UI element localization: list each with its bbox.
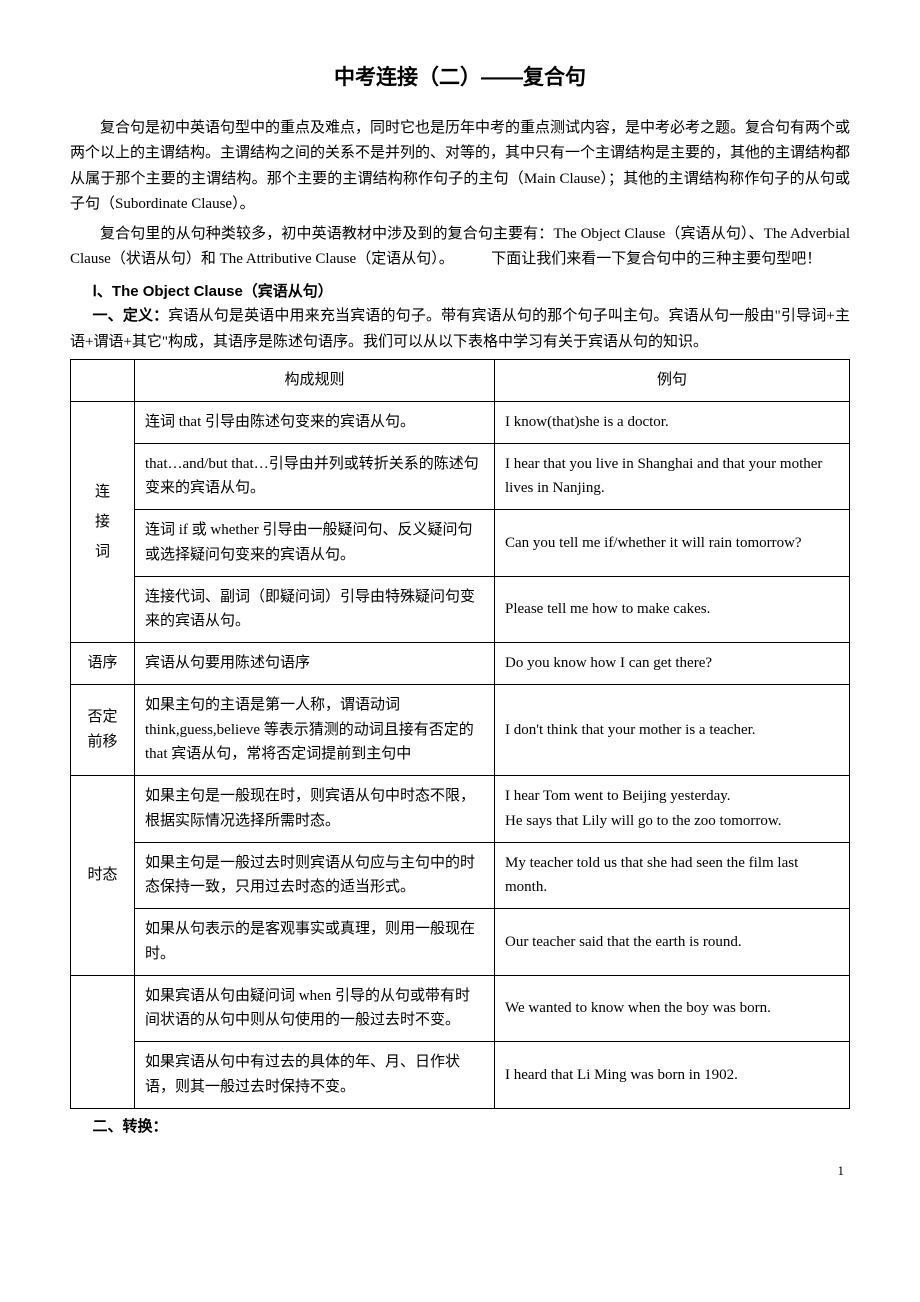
header-blank xyxy=(71,360,135,402)
rule-cell: 连词 that 引导由陈述句变来的宾语从句。 xyxy=(135,401,495,443)
table-row: 构成规则 例句 xyxy=(71,360,850,402)
header-rule: 构成规则 xyxy=(135,360,495,402)
category-order: 语序 xyxy=(71,643,135,685)
category-conjunction: 连 接 词 xyxy=(71,401,135,642)
table-row: 连 接 词 连词 that 引导由陈述句变来的宾语从句。 I know(that… xyxy=(71,401,850,443)
section-1-heading: Ⅰ、The Object Clause（宾语从句） xyxy=(70,279,850,305)
rule-cell: 如果宾语从句由疑问词 when 引导的从句或带有时间状语的从句中则从句使用的一般… xyxy=(135,975,495,1042)
cat-char: 词 xyxy=(81,537,124,567)
section-1-label: Ⅰ、The Object Clause（宾语从句） xyxy=(93,283,333,300)
rule-cell: 连接代词、副词（即疑问词）引导由特殊疑问句变来的宾语从句。 xyxy=(135,576,495,643)
rule-cell: 如果宾语从句中有过去的具体的年、月、日作状语，则其一般过去时保持不变。 xyxy=(135,1042,495,1109)
example-cell: We wanted to know when the boy was born. xyxy=(495,975,850,1042)
rule-cell: 如果主句的主语是第一人称，谓语动词think,guess,believe 等表示… xyxy=(135,684,495,775)
intro-paragraph-1: 复合句是初中英语句型中的重点及难点，同时它也是历年中考的重点测试内容，是中考必考… xyxy=(70,116,850,218)
example-cell: My teacher told us that she had seen the… xyxy=(495,842,850,909)
example-cell: I heard that Li Ming was born in 1902. xyxy=(495,1042,850,1109)
rule-cell: 连词 if 或 whether 引导由一般疑问句、反义疑问句或选择疑问句变来的宾… xyxy=(135,510,495,577)
rule-cell: 如果从句表示的是客观事实或真理，则用一般现在时。 xyxy=(135,909,495,976)
table-row: 如果宾语从句由疑问词 when 引导的从句或带有时间状语的从句中则从句使用的一般… xyxy=(71,975,850,1042)
table-row: 连接代词、副词（即疑问词）引导由特殊疑问句变来的宾语从句。 Please tel… xyxy=(71,576,850,643)
grammar-table: 构成规则 例句 连 接 词 连词 that 引导由陈述句变来的宾语从句。 I k… xyxy=(70,359,850,1109)
table-row: 如果宾语从句中有过去的具体的年、月、日作状语，则其一般过去时保持不变。 I he… xyxy=(71,1042,850,1109)
definition-line: 一、定义：宾语从句是英语中用来充当宾语的句子。带有宾语从句的那个句子叫主句。宾语… xyxy=(70,304,850,355)
category-blank xyxy=(71,975,135,1108)
section-2-heading: 二、转换： xyxy=(70,1115,850,1141)
rule-cell: 宾语从句要用陈述句语序 xyxy=(135,643,495,685)
category-tense: 时态 xyxy=(71,776,135,976)
example-cell: I hear Tom went to Beijing yesterday. He… xyxy=(495,776,850,843)
table-row: 如果主句是一般过去时则宾语从句应与主句中的时态保持一致，只用过去时态的适当形式。… xyxy=(71,842,850,909)
definition-label: 一、定义： xyxy=(93,308,169,324)
rule-cell: that…and/but that…引导由并列或转折关系的陈述句变来的宾语从句。 xyxy=(135,443,495,510)
definition-text: 宾语从句是英语中用来充当宾语的句子。带有宾语从句的那个句子叫主句。宾语从句一般由… xyxy=(70,308,850,350)
table-row: 否定前移 如果主句的主语是第一人称，谓语动词think,guess,believ… xyxy=(71,684,850,775)
example-cell: Do you know how I can get there? xyxy=(495,643,850,685)
page-title: 中考连接（二）——复合句 xyxy=(70,60,850,96)
table-row: 连词 if 或 whether 引导由一般疑问句、反义疑问句或选择疑问句变来的宾… xyxy=(71,510,850,577)
cat-char: 连 xyxy=(81,477,124,507)
example-cell: I hear that you live in Shanghai and tha… xyxy=(495,443,850,510)
rule-cell: 如果主句是一般现在时，则宾语从句中时态不限，根据实际情况选择所需时态。 xyxy=(135,776,495,843)
example-cell: Can you tell me if/whether it will rain … xyxy=(495,510,850,577)
rule-cell: 如果主句是一般过去时则宾语从句应与主句中的时态保持一致，只用过去时态的适当形式。 xyxy=(135,842,495,909)
example-cell: I know(that)she is a doctor. xyxy=(495,401,850,443)
table-row: that…and/but that…引导由并列或转折关系的陈述句变来的宾语从句。… xyxy=(71,443,850,510)
category-negation: 否定前移 xyxy=(71,684,135,775)
table-row: 如果从句表示的是客观事实或真理，则用一般现在时。 Our teacher sai… xyxy=(71,909,850,976)
example-cell: Our teacher said that the earth is round… xyxy=(495,909,850,976)
example-cell: Please tell me how to make cakes. xyxy=(495,576,850,643)
table-row: 时态 如果主句是一般现在时，则宾语从句中时态不限，根据实际情况选择所需时态。 I… xyxy=(71,776,850,843)
example-cell: I don't think that your mother is a teac… xyxy=(495,684,850,775)
intro-paragraph-2: 复合句里的从句种类较多，初中英语教材中涉及到的复合句主要有：The Object… xyxy=(70,222,850,273)
table-row: 语序 宾语从句要用陈述句语序 Do you know how I can get… xyxy=(71,643,850,685)
cat-char: 接 xyxy=(81,507,124,537)
page-number: 1 xyxy=(70,1160,850,1182)
header-example: 例句 xyxy=(495,360,850,402)
